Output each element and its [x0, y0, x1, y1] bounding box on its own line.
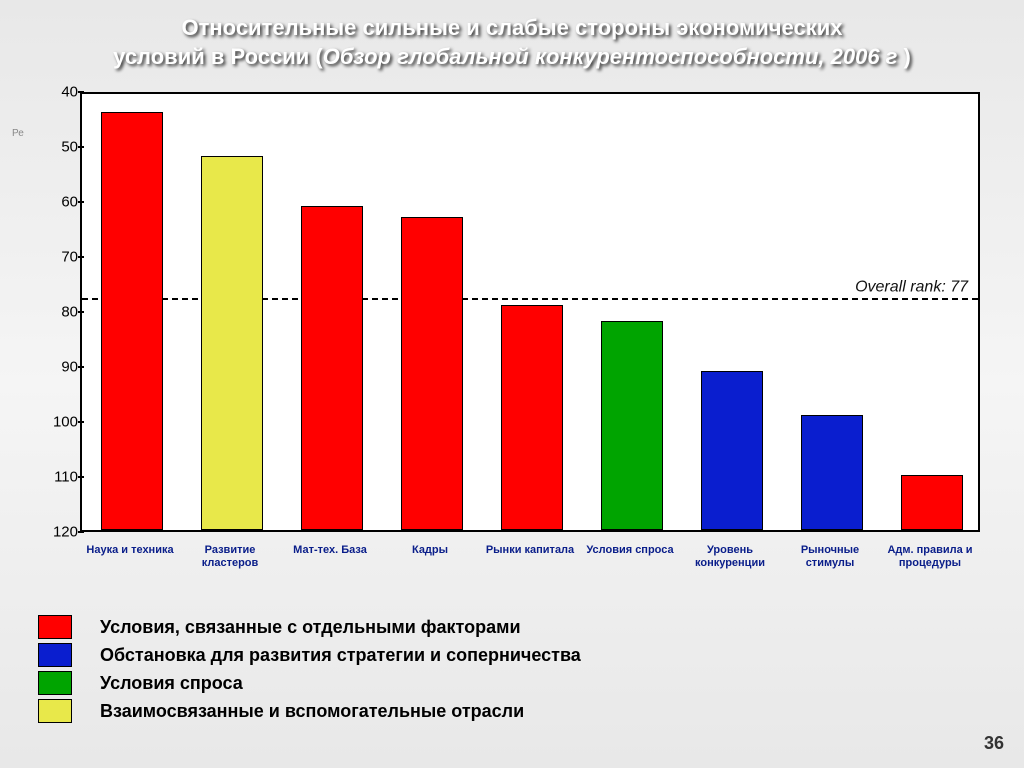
y-tick-label: 50: [38, 139, 78, 156]
slide-number: 36: [984, 733, 1004, 754]
chart-area: Ре Overall rank: 77 Наука и техникаРазви…: [38, 92, 990, 592]
slide-title: Относительные сильные и слабые стороны э…: [0, 0, 1024, 81]
x-axis-category-label: Уровень конкуренции: [685, 544, 775, 569]
x-axis-labels: Наука и техника Развитие кластеров Мат-тех…: [80, 540, 980, 590]
y-tick-mark: [78, 311, 84, 313]
bar: [301, 206, 363, 531]
y-tick-mark: [78, 366, 84, 368]
x-axis-category-label: Наука и техника: [85, 544, 175, 557]
y-tick-label: 40: [38, 84, 78, 101]
legend-swatch: [38, 671, 72, 695]
title-line2-suffix: ): [904, 44, 911, 69]
legend-item: Условия спроса: [38, 671, 988, 695]
x-axis-category-label: Рынки капитала: [485, 544, 575, 557]
bar: [101, 112, 163, 530]
legend-item: Обстановка для развития стратегии и сопе…: [38, 643, 988, 667]
y-tick-label: 120: [38, 524, 78, 541]
legend-swatch: [38, 643, 72, 667]
bar: [701, 371, 763, 531]
x-axis-category-label: Адм. правила и процедуры: [885, 544, 975, 569]
y-tick-mark: [78, 531, 84, 533]
y-tick-label: 80: [38, 304, 78, 321]
x-axis-category-label: Условия спроса: [585, 544, 675, 557]
bar: [601, 321, 663, 530]
overall-rank-label: Overall rank: 77: [855, 278, 968, 296]
plot-region: Overall rank: 77: [80, 92, 980, 532]
legend-text: Взаимосвязанные и вспомогательные отрасл…: [100, 701, 524, 722]
y-tick-mark: [78, 146, 84, 148]
bar: [901, 475, 963, 530]
y-axis-label: Ре: [12, 128, 24, 139]
legend-text: Обстановка для развития стратегии и сопе…: [100, 645, 581, 666]
y-tick-label: 70: [38, 249, 78, 266]
y-tick-label: 110: [38, 469, 78, 486]
title-subtitle: Обзор глобальной конкурентоспособности, …: [323, 44, 904, 69]
y-tick-label: 90: [38, 359, 78, 376]
y-tick-mark: [78, 91, 84, 93]
bar: [801, 415, 863, 531]
y-tick-label: 60: [38, 194, 78, 211]
y-tick-mark: [78, 476, 84, 478]
y-tick-mark: [78, 201, 84, 203]
bar: [401, 217, 463, 531]
title-line2-prefix: условий в России (: [113, 44, 323, 69]
legend-swatch: [38, 615, 72, 639]
title-line1: Относительные сильные и слабые стороны э…: [182, 15, 843, 40]
legend-text: Условия, связанные с отдельными факторам…: [100, 617, 521, 638]
x-axis-category-label: Кадры: [385, 544, 475, 557]
legend-item: Взаимосвязанные и вспомогательные отрасл…: [38, 699, 988, 723]
y-tick-label: 100: [38, 414, 78, 431]
x-axis-category-label: Развитие кластеров: [185, 544, 275, 569]
bar: [501, 305, 563, 531]
legend: Условия, связанные с отдельными факторам…: [38, 615, 988, 727]
legend-swatch: [38, 699, 72, 723]
x-axis-category-label: Мат-тех. База: [285, 544, 375, 557]
bar: [201, 156, 263, 530]
x-axis-category-label: Рыночные стимулы: [785, 544, 875, 569]
legend-text: Условия спроса: [100, 673, 243, 694]
legend-item: Условия, связанные с отдельными факторам…: [38, 615, 988, 639]
y-tick-mark: [78, 421, 84, 423]
y-tick-mark: [78, 256, 84, 258]
